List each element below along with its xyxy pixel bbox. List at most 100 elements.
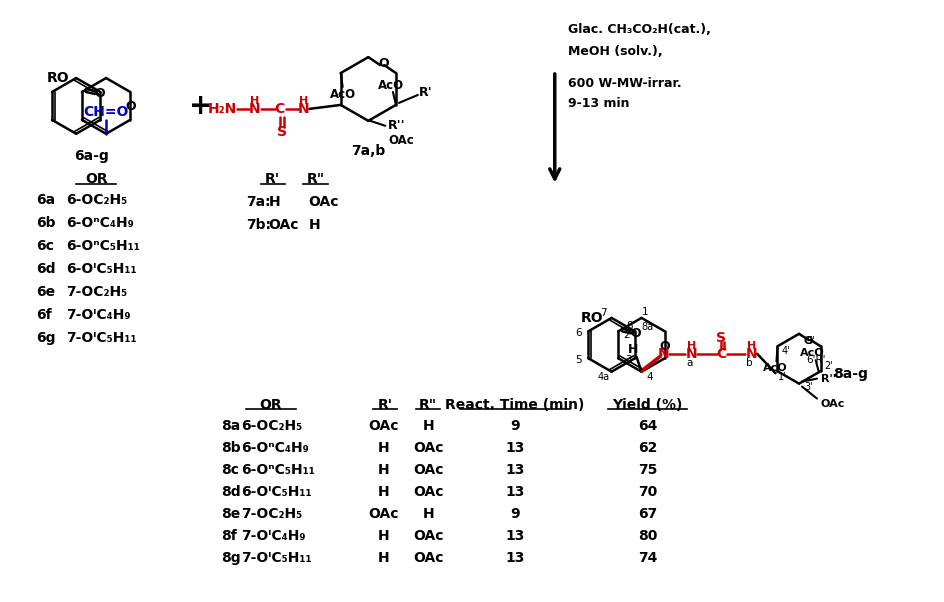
Text: OAc: OAc (388, 134, 413, 147)
Text: 7a:: 7a: (245, 196, 270, 209)
Text: N: N (297, 102, 309, 116)
Text: 8a-g: 8a-g (833, 367, 868, 380)
Text: a: a (685, 358, 692, 368)
Text: 7a,b: 7a,b (351, 144, 385, 158)
Text: H: H (377, 551, 389, 565)
Text: AcO: AcO (763, 363, 787, 373)
Text: R': R' (418, 87, 432, 99)
Text: R': R' (264, 172, 279, 185)
Text: 6-OᴵC₅H₁₁: 6-OᴵC₅H₁₁ (241, 485, 311, 499)
Text: 4: 4 (646, 371, 652, 382)
Text: 8e: 8e (221, 507, 240, 521)
Text: 6g: 6g (36, 331, 56, 345)
Text: 8g: 8g (221, 551, 240, 565)
Text: 13: 13 (505, 529, 524, 543)
Text: H: H (308, 219, 320, 232)
Text: OAc: OAc (413, 529, 443, 543)
Text: 3: 3 (624, 355, 631, 365)
Text: 6b: 6b (36, 216, 56, 231)
Text: 9: 9 (510, 420, 519, 433)
Text: S: S (716, 331, 726, 345)
Text: CH=O: CH=O (83, 105, 128, 119)
Text: H: H (377, 529, 389, 543)
Text: H: H (268, 196, 280, 209)
Text: 74: 74 (637, 551, 656, 565)
Text: H: H (377, 463, 389, 477)
Text: 80: 80 (637, 529, 656, 543)
Text: 8f: 8f (221, 529, 236, 543)
Text: H₂N: H₂N (208, 102, 237, 116)
Text: 9: 9 (510, 507, 519, 521)
Text: 7-OᴵC₄H₉: 7-OᴵC₄H₉ (241, 529, 305, 543)
Text: 6-OⁿC₅H₁₁: 6-OⁿC₅H₁₁ (66, 239, 140, 253)
Text: 7-OᴵC₅H₁₁: 7-OᴵC₅H₁₁ (241, 551, 311, 565)
Text: 6'R': 6'R' (805, 355, 824, 365)
Text: H: H (746, 341, 755, 351)
Text: 8b: 8b (221, 441, 240, 455)
Text: 7-OC₂H₅: 7-OC₂H₅ (66, 285, 127, 299)
Text: O: O (659, 340, 669, 353)
Text: AcO: AcO (378, 78, 404, 92)
Text: 6c: 6c (36, 239, 54, 253)
Text: R': R' (378, 397, 393, 412)
Text: 8d: 8d (221, 485, 240, 499)
Text: O: O (379, 57, 389, 70)
Text: OAc: OAc (268, 219, 299, 232)
Text: H: H (686, 341, 695, 351)
Text: RO: RO (580, 311, 602, 325)
Text: C: C (716, 347, 726, 361)
Text: OAc: OAc (413, 551, 443, 565)
Text: N: N (657, 347, 668, 361)
Text: 5': 5' (805, 337, 814, 346)
Text: AcO: AcO (800, 349, 824, 358)
Text: 3': 3' (804, 382, 813, 392)
Text: React. Time (min): React. Time (min) (445, 397, 584, 412)
Text: OR: OR (85, 172, 108, 185)
Text: C: C (274, 102, 284, 116)
Text: O: O (631, 327, 641, 340)
Text: OAc: OAc (367, 507, 398, 521)
Text: 600 W-MW-irrar.: 600 W-MW-irrar. (567, 76, 681, 90)
Text: OAc: OAc (413, 485, 443, 499)
Text: 2: 2 (622, 330, 629, 340)
Text: OAc: OAc (413, 463, 443, 477)
Text: 8a: 8a (640, 321, 652, 332)
Text: 4': 4' (781, 346, 789, 356)
Text: 6f: 6f (36, 308, 52, 322)
Text: O: O (802, 336, 812, 346)
Text: 9-13 min: 9-13 min (567, 98, 629, 110)
Text: H: H (628, 343, 638, 356)
Text: 13: 13 (505, 551, 524, 565)
Text: 75: 75 (637, 463, 656, 477)
Text: 8: 8 (626, 321, 632, 331)
Text: OAc: OAc (413, 441, 443, 455)
Text: H: H (377, 485, 389, 499)
Text: 6-OC₂H₅: 6-OC₂H₅ (66, 193, 127, 208)
Text: 7-OC₂H₅: 7-OC₂H₅ (241, 507, 302, 521)
Text: 4a: 4a (597, 371, 609, 382)
Text: 6-OⁿC₄H₉: 6-OⁿC₄H₉ (66, 216, 134, 231)
Text: 8c: 8c (221, 463, 239, 477)
Text: OAc: OAc (820, 399, 845, 409)
Text: 6-OC₂H₅: 6-OC₂H₅ (241, 420, 302, 433)
Text: R": R" (418, 397, 437, 412)
Text: N: N (745, 347, 756, 361)
Text: 13: 13 (505, 463, 524, 477)
Text: 62: 62 (637, 441, 656, 455)
Text: Yield (%): Yield (%) (612, 397, 682, 412)
Text: O: O (125, 101, 135, 113)
Text: 5: 5 (574, 355, 581, 365)
Text: R": R" (306, 172, 324, 185)
Text: Glac. CH₃CO₂H(cat.),: Glac. CH₃CO₂H(cat.), (567, 23, 710, 36)
Text: H: H (422, 507, 433, 521)
Text: 67: 67 (637, 507, 656, 521)
Text: +: + (189, 92, 212, 120)
Text: H: H (377, 441, 389, 455)
Text: 6a: 6a (36, 193, 56, 208)
Text: 7b:: 7b: (245, 219, 270, 232)
Text: b: b (745, 358, 751, 368)
Text: 8a: 8a (221, 420, 240, 433)
Text: 6-OⁿC₄H₉: 6-OⁿC₄H₉ (241, 441, 309, 455)
Text: OAc: OAc (308, 196, 339, 209)
Text: OAc: OAc (367, 420, 398, 433)
